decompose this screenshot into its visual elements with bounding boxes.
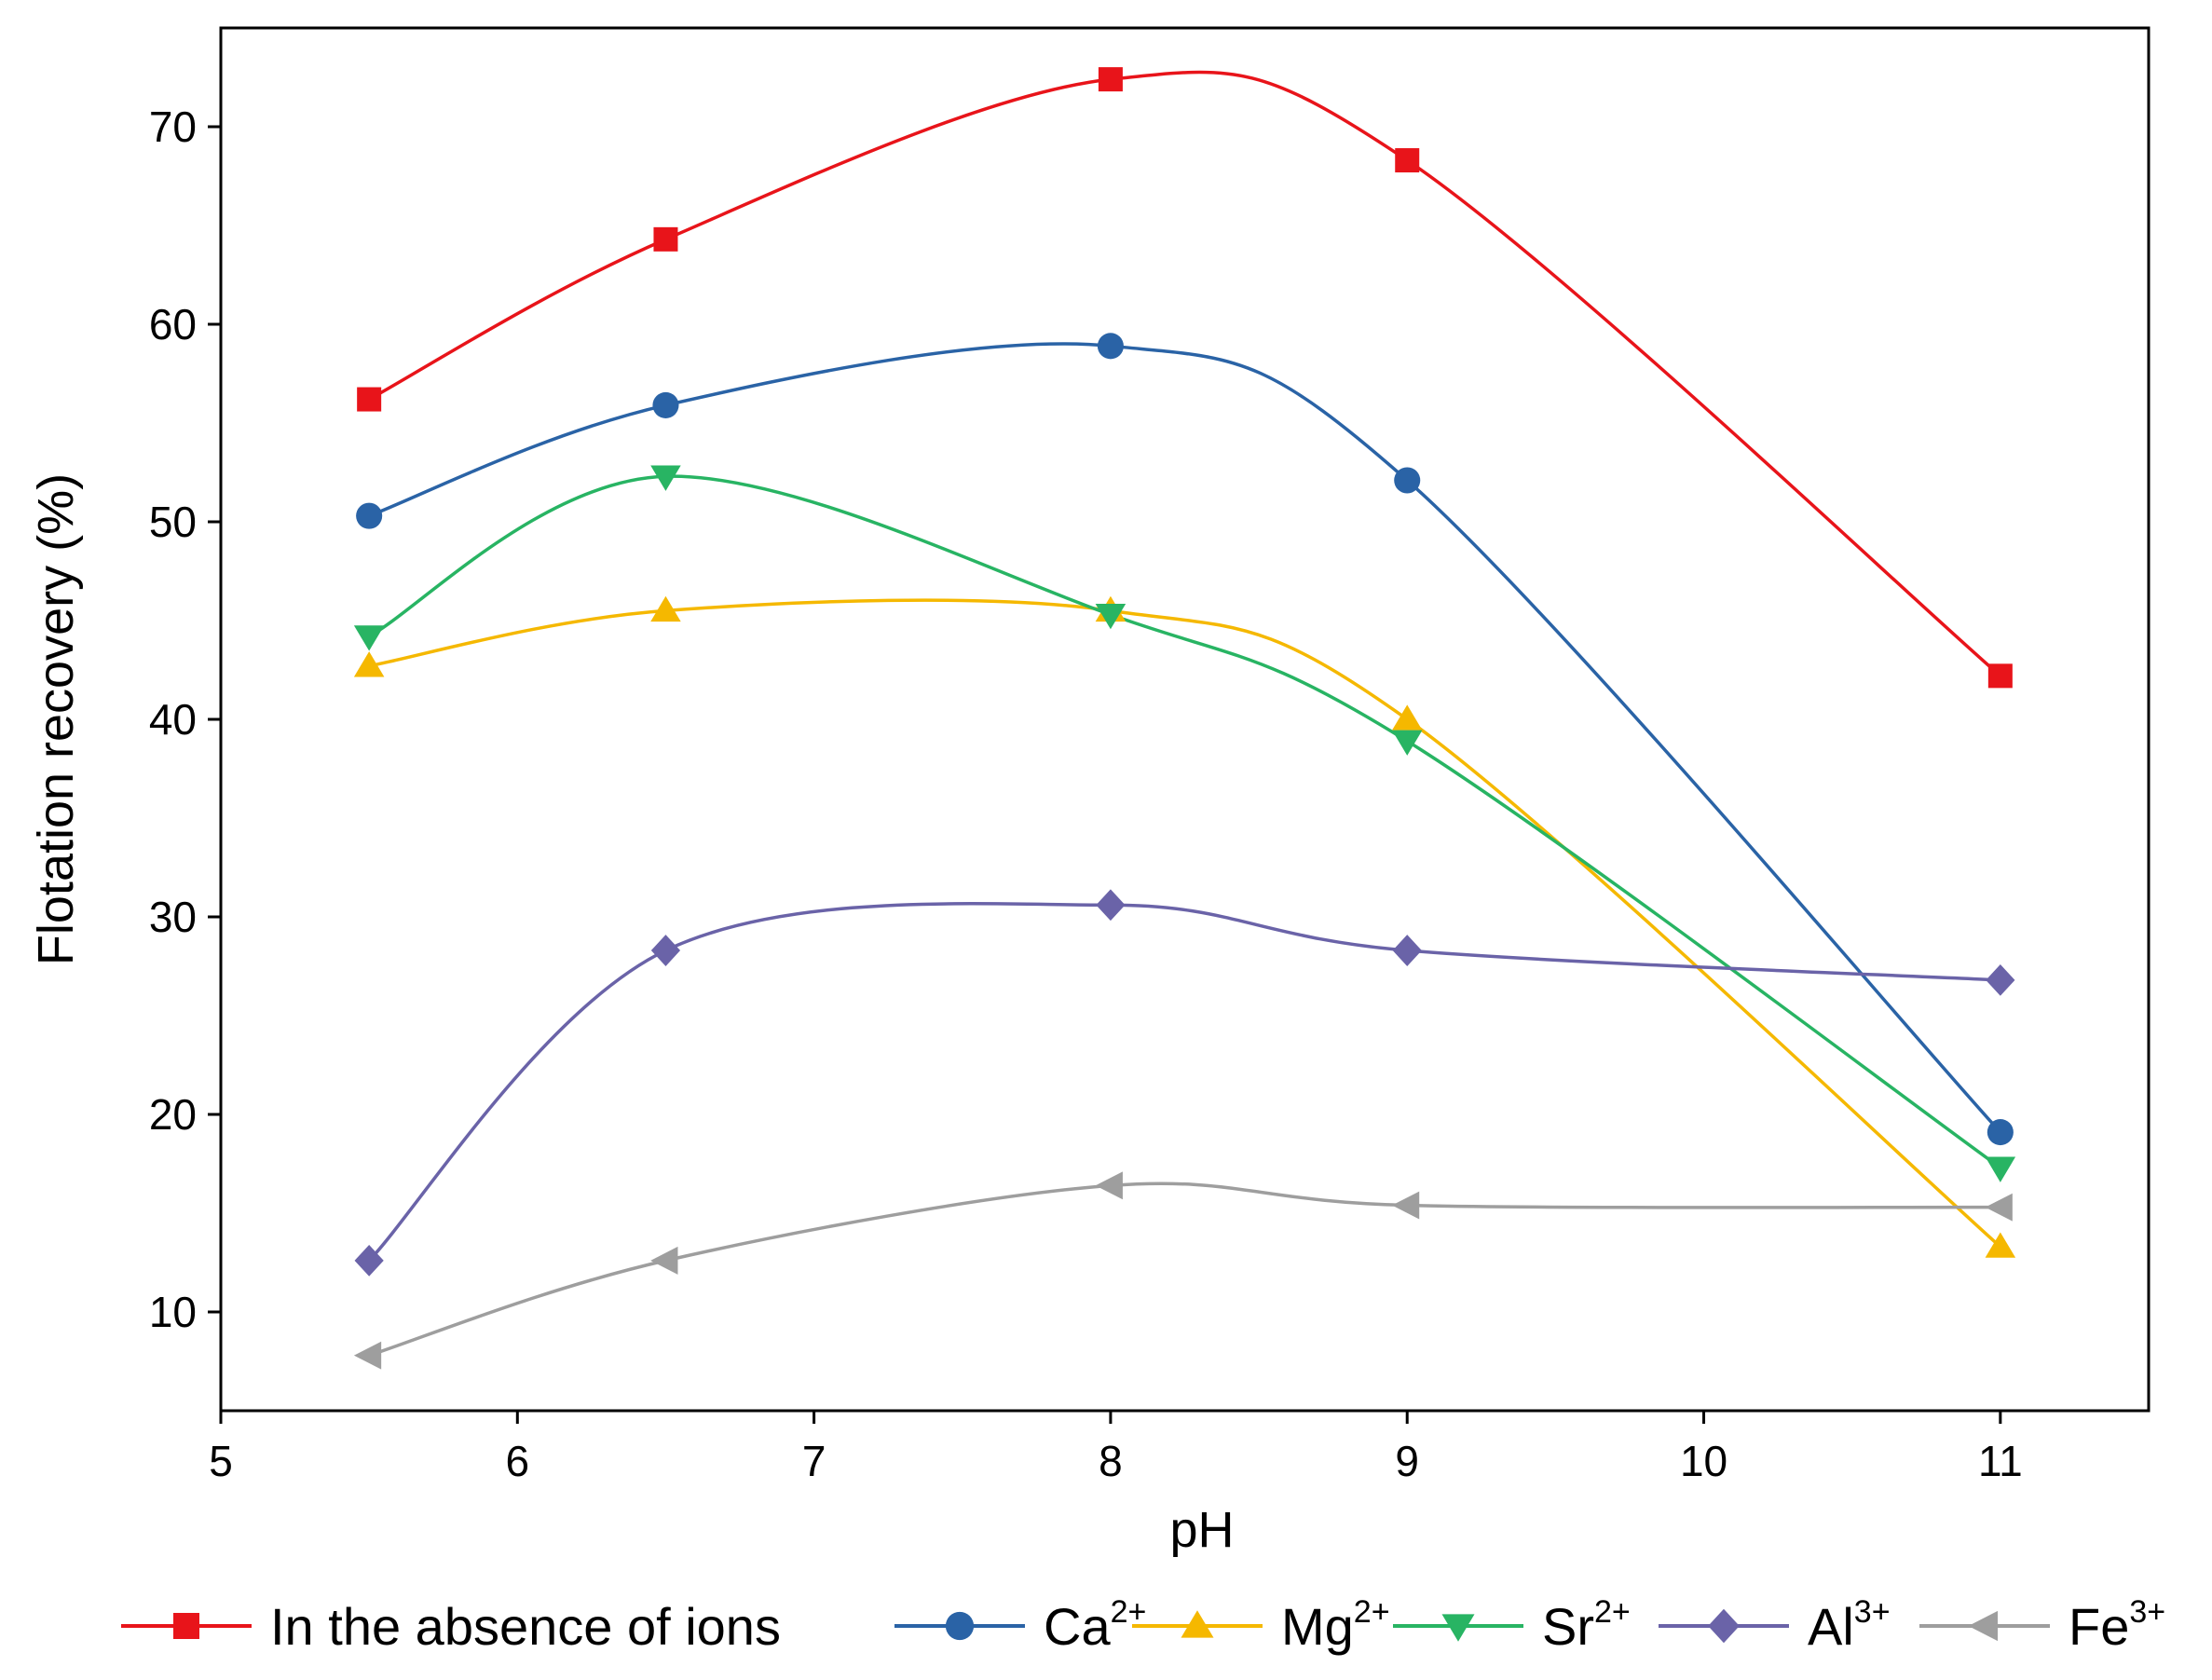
legend-marker — [1708, 1608, 1740, 1644]
data-point — [652, 391, 679, 418]
data-point — [1987, 1119, 2014, 1146]
data-point — [1392, 935, 1422, 966]
series-lines — [367, 70, 2002, 1358]
data-point — [1097, 333, 1124, 360]
legend-label-superscript: 3+ — [1854, 1594, 1891, 1630]
x-tick-label: 8 — [1099, 1437, 1123, 1485]
data-point — [1391, 730, 1423, 756]
x-tick-label: 10 — [1680, 1437, 1727, 1485]
legend-label-text: Fe — [2069, 1597, 2129, 1656]
data-point — [650, 935, 681, 966]
legend-marker — [173, 1613, 199, 1639]
x-tick-label: 6 — [506, 1437, 530, 1485]
series-line — [368, 598, 2002, 1249]
data-point — [1096, 889, 1126, 922]
data-point — [1985, 1232, 2016, 1258]
legend-label: Sr2+ — [1542, 1594, 1631, 1656]
x-axis: 5 6 7 8 9 10 11 — [209, 1411, 2023, 1485]
legend-label-text: Ca — [1044, 1597, 1111, 1656]
legend-label-superscript: 2+ — [1111, 1594, 1147, 1630]
data-point — [353, 625, 385, 651]
legend-item: Sr2+ — [1393, 1594, 1631, 1656]
y-axis: 10 20 30 40 50 60 70 — [149, 102, 221, 1336]
y-tick-label: 30 — [149, 893, 197, 941]
plot-frame — [219, 26, 2151, 1413]
x-tick-label: 7 — [802, 1437, 826, 1485]
legend-label-superscript: 2+ — [1354, 1594, 1390, 1630]
data-point — [357, 387, 382, 412]
legend-label-text: In the absence of ions — [270, 1597, 781, 1656]
legend-label: Al3+ — [1808, 1594, 1891, 1656]
data-point — [1391, 704, 1423, 731]
data-point — [650, 465, 681, 491]
legend-label: Mg2+ — [1281, 1594, 1390, 1656]
x-tick-label: 11 — [1978, 1437, 2023, 1485]
legend-marker — [945, 1611, 975, 1641]
data-point — [650, 595, 681, 622]
data-point — [1986, 963, 2015, 996]
legend-item: In the absence of ions — [121, 1597, 781, 1656]
legend: In the absence of ions Ca2+ Mg2+ Sr2+ Al3+ Fe… — [121, 1594, 2165, 1656]
y-axis-title: Flotation recovery (%) — [28, 473, 84, 965]
data-point — [1394, 467, 1421, 494]
legend-marker — [1968, 1610, 1998, 1642]
legend-label-text: Al — [1808, 1597, 1854, 1656]
y-tick-label: 40 — [149, 695, 197, 744]
data-point — [653, 226, 678, 252]
data-point — [1098, 67, 1123, 92]
data-point — [1985, 1156, 2016, 1182]
x-axis-title: pH — [1169, 1502, 1234, 1558]
x-tick-label: 5 — [209, 1437, 233, 1485]
series-markers — [353, 67, 2016, 1370]
legend-label-superscript: 3+ — [2129, 1594, 2165, 1630]
y-tick-label: 10 — [149, 1288, 197, 1336]
legend-label-text: Mg — [1281, 1597, 1354, 1656]
y-tick-label: 70 — [149, 102, 197, 151]
data-point — [1395, 148, 1420, 173]
series-line — [368, 1181, 2000, 1358]
data-point — [356, 502, 383, 529]
legend-item: Ca2+ — [894, 1594, 1146, 1656]
data-point — [354, 1244, 384, 1277]
legend-label: In the absence of ions — [270, 1597, 781, 1656]
y-tick-label: 20 — [149, 1090, 197, 1139]
series-line — [368, 474, 2001, 1169]
data-point — [353, 651, 385, 677]
legend-item: Mg2+ — [1132, 1594, 1390, 1656]
x-tick-label: 9 — [1395, 1437, 1419, 1485]
legend-marker — [1441, 1614, 1475, 1642]
data-point — [1987, 663, 2013, 689]
data-point — [1985, 1193, 2013, 1222]
legend-item: Al3+ — [1659, 1594, 1891, 1656]
data-point — [1095, 1171, 1123, 1200]
data-point — [1095, 603, 1126, 630]
legend-item: Fe3+ — [1919, 1594, 2165, 1656]
legend-label: Fe3+ — [2069, 1594, 2165, 1656]
legend-label-superscript: 2+ — [1594, 1594, 1631, 1630]
data-point — [650, 1246, 678, 1275]
data-point — [353, 1341, 382, 1370]
legend-marker — [1181, 1610, 1214, 1638]
data-point — [1391, 1191, 1420, 1220]
y-tick-label: 60 — [149, 300, 197, 348]
legend-label-text: Sr — [1542, 1597, 1594, 1656]
legend-label: Ca2+ — [1044, 1594, 1146, 1656]
y-tick-label: 50 — [149, 498, 197, 546]
series-line — [368, 342, 2002, 1134]
series-line — [368, 70, 2001, 677]
